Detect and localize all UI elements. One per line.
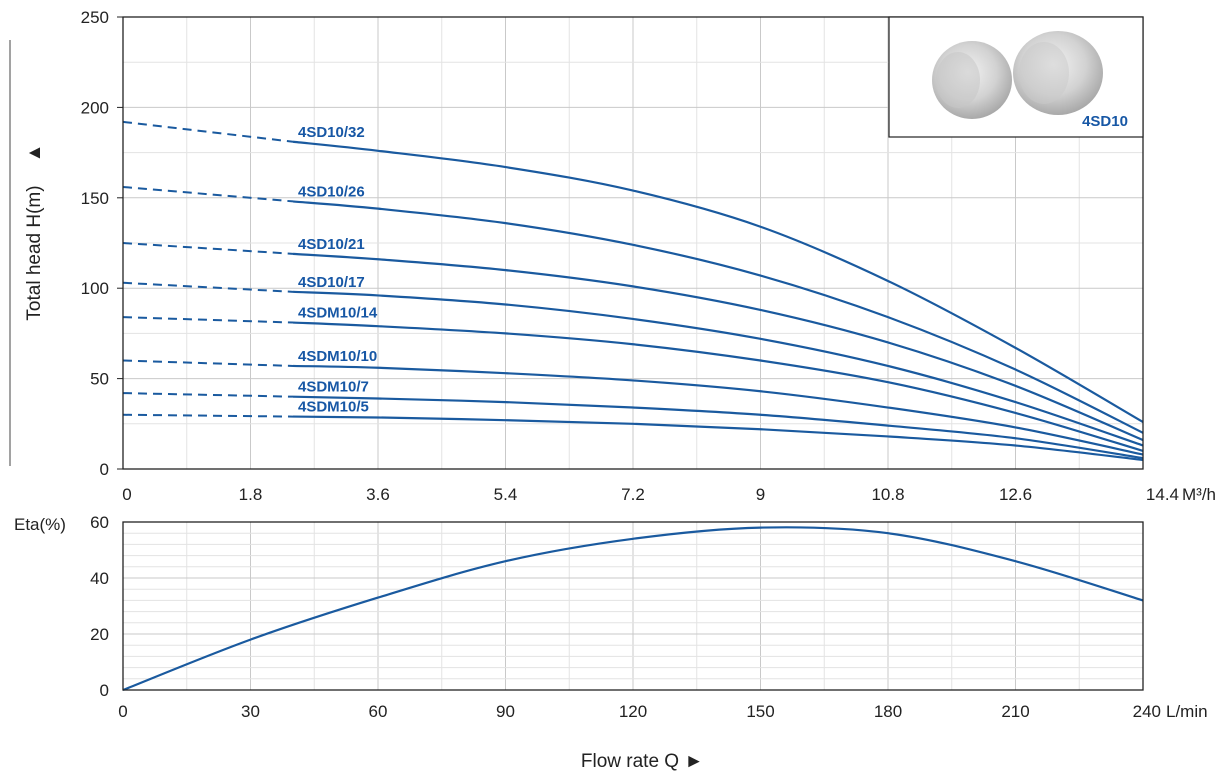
x-tick-label: 7.2 [621, 485, 645, 504]
y-tick-label: 150 [81, 189, 109, 208]
series-dashed-segment [122, 242, 294, 255]
head-chart-x-tick-labels: 0 1.8 3.6 5.4 7.2 9 10.8 12.6 14.4 [122, 485, 1179, 504]
x-tick-label: 150 [746, 702, 774, 721]
x-tick-label: 0 [122, 485, 131, 504]
x-tick-label: 10.8 [871, 485, 904, 504]
head-chart-grid [123, 17, 1143, 469]
efficiency-chart-frame [122, 521, 1144, 691]
efficiency-chart-panel: 0 20 40 60 0 30 60 90 120 150 180 210 240 L/min Eta… [14, 513, 1208, 721]
series-label: 4SDM10/14 [298, 305, 378, 322]
head-chart-y-label: Total head H(m) [24, 185, 45, 320]
y-tick-label: 20 [90, 625, 109, 644]
series-line [292, 252, 1144, 442]
efficiency-chart-x-tick-labels: 0 30 60 90 120 150 180 210 240 [118, 702, 1161, 721]
series-label: 4SD10/17 [298, 274, 365, 291]
pump-image [932, 31, 1103, 119]
x-tick-label: 240 [1133, 702, 1161, 721]
product-inset: 4SD10 [888, 16, 1144, 138]
series-line [292, 321, 1144, 452]
x-tick-label: 9 [756, 485, 765, 504]
product-inset-label: 4SD10 [1082, 113, 1128, 130]
series-line [292, 395, 1144, 460]
x-tick-label: 3.6 [366, 485, 390, 504]
head-chart-series-labels: 4SD10/32 4SD10/26 4SD10/21 4SD10/17 4SDM10/1… [298, 124, 378, 416]
x-tick-label: 12.6 [999, 485, 1032, 504]
series-label: 4SDM10/7 [298, 379, 369, 396]
x-tick-label: 60 [369, 702, 388, 721]
efficiency-chart-x-unit: L/min [1166, 702, 1208, 721]
efficiency-chart-y-label: Eta(%) [14, 515, 66, 534]
y-tick-label: 100 [81, 279, 109, 298]
series-dashed-segment [122, 120, 294, 143]
y-tick-label: 50 [90, 370, 109, 389]
y-tick-label: 250 [81, 8, 109, 27]
x-tick-label: 5.4 [494, 485, 518, 504]
series-line [292, 140, 1144, 423]
head-chart-curves [122, 120, 1144, 462]
x-axis-title-arrow: ► [685, 751, 704, 772]
x-tick-label: 180 [874, 702, 902, 721]
series-line [292, 290, 1144, 447]
y-tick-label: 0 [100, 681, 109, 700]
series-dashed-segment [122, 281, 294, 293]
y-tick-label: 40 [90, 569, 109, 588]
y-tick-label: 60 [90, 513, 109, 532]
series-dashed-segment [122, 413, 294, 418]
x-tick-label: 1.8 [239, 485, 263, 504]
head-chart-y-tick-labels: 0 50 100 150 200 250 [81, 8, 123, 479]
series-label: 4SD10/21 [298, 236, 365, 253]
efficiency-chart-curves [122, 526, 1144, 692]
x-axis-title-text: Flow rate Q [581, 751, 679, 772]
series-label: 4SDM10/5 [298, 399, 369, 416]
x-tick-label: 90 [496, 702, 515, 721]
series-line [292, 200, 1144, 434]
series-label: 4SDM10/10 [298, 348, 377, 365]
series-label: 4SD10/32 [298, 124, 365, 141]
x-tick-label: 30 [241, 702, 260, 721]
x-tick-label: 0 [118, 702, 127, 721]
efficiency-chart-grid [123, 522, 1143, 690]
head-chart-y-axis-title: Total head H(m) ▲ [24, 144, 45, 321]
head-chart-y-arrow: ▲ [24, 144, 45, 163]
series-dashed-segment [122, 185, 294, 203]
x-axis-title: Flow rate Q ► [581, 751, 704, 772]
series-label: 4SD10/26 [298, 183, 365, 200]
y-tick-label: 0 [100, 460, 109, 479]
head-chart-panel: 4SD10/32 4SD10/26 4SD10/21 4SD10/17 4SDM10/1… [24, 8, 1216, 504]
series-dashed-segment [122, 316, 294, 324]
head-chart-frame [122, 16, 1144, 470]
series-dashed-segment [122, 392, 294, 398]
series-dashed-segment [122, 359, 294, 367]
series-line [292, 415, 1144, 462]
x-tick-label: 14.4 [1146, 485, 1179, 504]
efficiency-chart-y-tick-labels: 0 20 40 60 [90, 513, 109, 700]
efficiency-line [122, 526, 1144, 692]
head-chart-x-unit: M³/h [1182, 485, 1216, 504]
series-line [292, 364, 1144, 456]
y-tick-label: 200 [81, 98, 109, 117]
x-tick-label: 210 [1001, 702, 1029, 721]
x-tick-label: 120 [619, 702, 647, 721]
